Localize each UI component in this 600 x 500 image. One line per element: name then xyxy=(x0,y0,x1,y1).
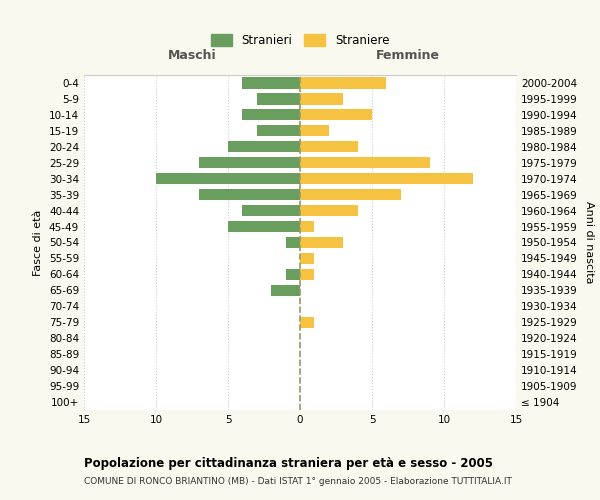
Bar xyxy=(300,269,314,280)
Bar xyxy=(300,221,314,232)
Text: Femmine: Femmine xyxy=(376,48,440,62)
Bar xyxy=(286,269,300,280)
Legend: Stranieri, Straniere: Stranieri, Straniere xyxy=(211,34,389,47)
Bar xyxy=(228,221,300,232)
Bar xyxy=(300,94,343,104)
Bar xyxy=(300,237,343,248)
Text: Popolazione per cittadinanza straniera per età e sesso - 2005: Popolazione per cittadinanza straniera p… xyxy=(84,457,493,470)
Bar xyxy=(300,141,358,152)
Bar xyxy=(199,157,300,168)
Bar xyxy=(300,173,473,184)
Text: COMUNE DI RONCO BRIANTINO (MB) - Dati ISTAT 1° gennaio 2005 - Elaborazione TUTTI: COMUNE DI RONCO BRIANTINO (MB) - Dati IS… xyxy=(84,477,512,486)
Bar xyxy=(300,125,329,136)
Bar xyxy=(257,94,300,104)
Y-axis label: Anni di nascita: Anni di nascita xyxy=(584,201,594,284)
Bar xyxy=(257,125,300,136)
Bar xyxy=(286,237,300,248)
Bar xyxy=(228,141,300,152)
Bar xyxy=(300,253,314,264)
Bar xyxy=(242,205,300,216)
Bar xyxy=(300,110,372,120)
Bar xyxy=(242,110,300,120)
Y-axis label: Fasce di età: Fasce di età xyxy=(34,210,43,276)
Text: Maschi: Maschi xyxy=(167,48,217,62)
Bar xyxy=(242,78,300,88)
Bar xyxy=(300,316,314,328)
Bar xyxy=(271,285,300,296)
Bar xyxy=(156,173,300,184)
Bar xyxy=(199,189,300,200)
Bar xyxy=(300,78,386,88)
Bar xyxy=(300,205,358,216)
Bar xyxy=(300,157,430,168)
Bar xyxy=(300,189,401,200)
